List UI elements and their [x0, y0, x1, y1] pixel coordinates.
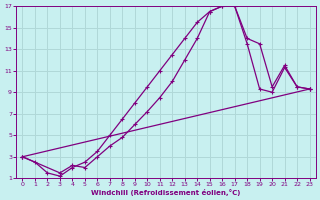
X-axis label: Windchill (Refroidissement éolien,°C): Windchill (Refroidissement éolien,°C) — [91, 189, 241, 196]
